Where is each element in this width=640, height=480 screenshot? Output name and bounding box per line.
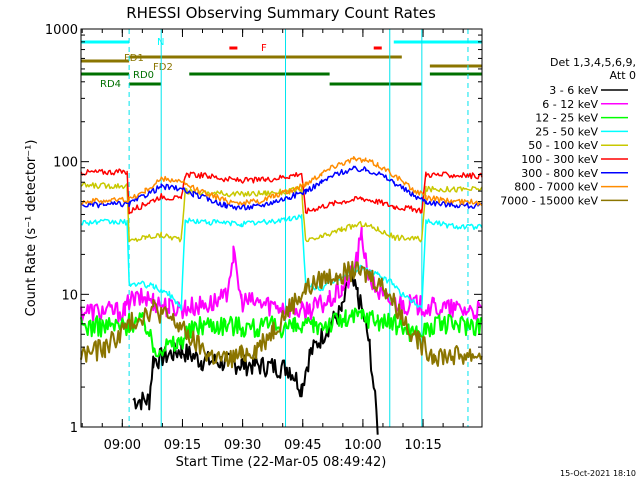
legend-header: Det 1,3,4,5,6,9, [550,56,636,69]
y-tick-label: 10 [61,288,78,303]
x-axis-label: Start Time (22-Mar-05 08:49:42) [176,455,387,470]
y-tick-label: 1000 [45,23,78,38]
flag-label-fd2: FD2 [153,62,173,73]
legend-entry-label: 800 - 7000 keV [514,181,598,194]
footer-stamp: 15-Oct-2021 18:10 [560,469,636,478]
x-tick-label: 10:15 [404,438,441,453]
legend-entry-label: 50 - 100 keV [528,139,598,152]
x-tick-label: 09:30 [224,438,261,453]
axes: 1000 100 10 1 09:00 09:15 09:30 09:45 10:00 10:15 [45,23,482,453]
flag-label-f: F [261,43,267,54]
legend-entry-label: 100 - 300 keV [521,153,598,166]
flag-label-rd4: RD4 [100,79,121,90]
series-line-9 [80,260,483,369]
flag-label-fd1: FD1 [124,53,144,64]
y-tick-label: 1 [70,421,78,436]
flag-bars: NFFD1FD2RD0RD4 [81,37,482,90]
series-line-8 [80,155,483,206]
legend-entry-label: 12 - 25 keV [535,112,598,125]
flag-label-rd0: RD0 [133,70,154,81]
y-tick-label: 100 [53,156,78,171]
x-tick-label: 09:15 [164,438,201,453]
legend-entry-label: 3 - 6 keV [549,84,598,97]
x-tick-label: 10:00 [344,438,381,453]
plot-frame [80,28,483,428]
legend-header: Att 0 [610,69,636,82]
series-line-7 [80,165,483,211]
y-axis-label: Count Rate (s⁻¹ detector⁻¹) [24,140,39,317]
legend-entry-label: 6 - 12 keV [542,98,598,111]
legend-entry-label: 7000 - 15000 keV [500,194,598,207]
data-series [80,155,483,435]
legend-entry-label: 300 - 800 keV [521,167,598,180]
interval-lines [128,29,469,427]
chart-title: RHESSI Observing Summary Count Rates [126,4,436,22]
x-tick-label: 09:45 [284,438,321,453]
series-line-6 [80,168,483,215]
x-tick-label: 09:00 [104,438,141,453]
legend-entry-label: 25 - 50 keV [535,125,598,138]
series-line-4 [80,214,483,311]
